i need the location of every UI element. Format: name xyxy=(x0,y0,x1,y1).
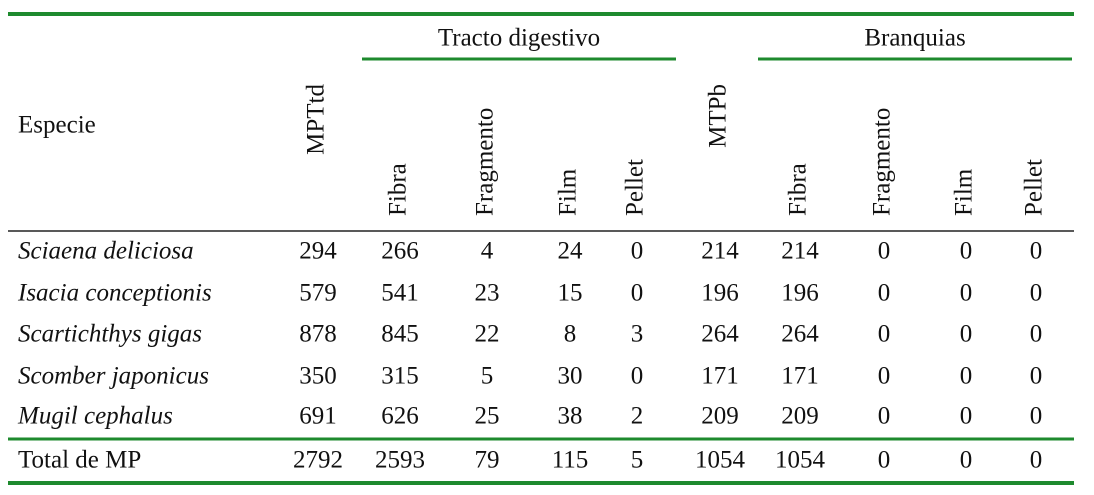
species-name: Scartichthys gigas xyxy=(18,321,202,348)
cell-value: 315 xyxy=(381,363,419,390)
column-header: MTPb xyxy=(705,84,732,148)
column-header: Pellet xyxy=(622,159,649,216)
cell-value: 0 xyxy=(631,280,644,307)
total-value: 115 xyxy=(552,447,589,474)
species-name: Isacia conceptionis xyxy=(17,280,212,307)
total-value: 1054 xyxy=(695,447,746,474)
cell-value: 691 xyxy=(299,403,337,430)
cell-value: 0 xyxy=(1030,403,1043,430)
cell-value: 196 xyxy=(701,280,739,307)
cell-value: 24 xyxy=(558,238,584,265)
cell-value: 196 xyxy=(781,280,819,307)
cell-value: 22 xyxy=(475,321,500,348)
cell-value: 845 xyxy=(381,321,419,348)
total-value: 5 xyxy=(631,447,644,474)
total-value: 1054 xyxy=(775,447,826,474)
column-header: Pellet xyxy=(1021,159,1048,216)
cell-value: 0 xyxy=(960,321,973,348)
total-value: 79 xyxy=(475,447,500,474)
cell-value: 0 xyxy=(1030,363,1043,390)
group-header: Branquias xyxy=(864,25,965,52)
cell-value: 0 xyxy=(878,403,891,430)
cell-value: 0 xyxy=(960,363,973,390)
species-name: Scomber japonicus xyxy=(18,363,209,390)
cell-value: 0 xyxy=(1030,280,1043,307)
cell-value: 579 xyxy=(299,280,337,307)
cell-value: 0 xyxy=(878,363,891,390)
total-value: 2593 xyxy=(375,447,425,474)
total-value: 0 xyxy=(878,447,891,474)
cell-value: 4 xyxy=(481,238,494,265)
column-header: Fragmento xyxy=(869,108,896,216)
cell-value: 0 xyxy=(631,238,644,265)
cell-value: 25 xyxy=(475,403,500,430)
cell-value: 8 xyxy=(564,321,577,348)
cell-value: 15 xyxy=(558,280,583,307)
cell-value: 209 xyxy=(781,403,819,430)
cell-value: 171 xyxy=(701,363,739,390)
cell-value: 0 xyxy=(960,403,973,430)
total-label: Total de MP xyxy=(18,447,141,474)
column-header: Fibra xyxy=(785,163,812,216)
group-header: Tracto digestivo xyxy=(438,25,600,52)
cell-value: 541 xyxy=(381,280,419,307)
column-header: Film xyxy=(951,168,978,216)
cell-value: 171 xyxy=(781,363,819,390)
cell-value: 2 xyxy=(631,403,644,430)
cell-value: 264 xyxy=(701,321,739,348)
cell-value: 30 xyxy=(558,363,583,390)
column-header: Film xyxy=(555,168,582,216)
cell-value: 0 xyxy=(631,363,644,390)
column-header: MPTtd xyxy=(303,84,330,155)
species-name: Sciaena deliciosa xyxy=(18,238,194,265)
cell-value: 214 xyxy=(701,238,739,265)
cell-value: 264 xyxy=(781,321,819,348)
cell-value: 0 xyxy=(878,321,891,348)
row-header: Especie xyxy=(18,112,96,139)
cell-value: 0 xyxy=(960,238,973,265)
cell-value: 23 xyxy=(475,280,500,307)
cell-value: 626 xyxy=(381,403,419,430)
cell-value: 209 xyxy=(701,403,739,430)
column-header: Fibra xyxy=(385,163,412,216)
cell-value: 878 xyxy=(299,321,337,348)
cell-value: 0 xyxy=(1030,238,1043,265)
cell-value: 266 xyxy=(381,238,419,265)
total-value: 2792 xyxy=(293,447,343,474)
total-value: 0 xyxy=(960,447,973,474)
column-header: Fragmento xyxy=(472,108,499,216)
cell-value: 294 xyxy=(299,238,337,265)
cell-value: 0 xyxy=(960,280,973,307)
cell-value: 0 xyxy=(878,280,891,307)
species-name: Mugil cephalus xyxy=(17,403,173,430)
cell-value: 0 xyxy=(1030,321,1043,348)
cell-value: 214 xyxy=(781,238,819,265)
cell-value: 3 xyxy=(631,321,644,348)
cell-value: 38 xyxy=(558,403,583,430)
cell-value: 5 xyxy=(481,363,494,390)
cell-value: 350 xyxy=(299,363,337,390)
total-value: 0 xyxy=(1030,447,1043,474)
cell-value: 0 xyxy=(878,238,891,265)
